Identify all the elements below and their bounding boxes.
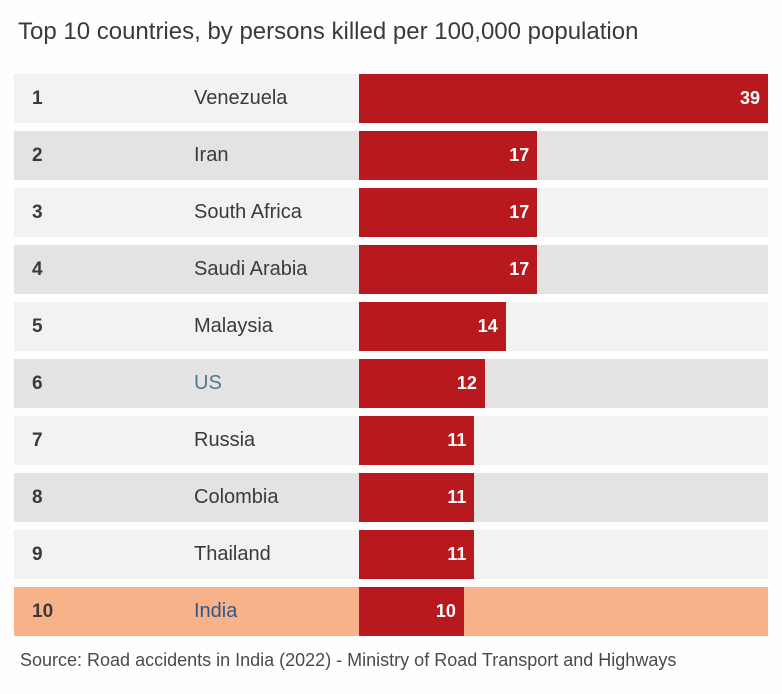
bar-area: 39 — [359, 74, 768, 123]
bar-value: 14 — [478, 316, 498, 337]
bar: 17 — [359, 131, 537, 180]
country-label: Russia — [64, 429, 359, 452]
country-label: Iran — [64, 144, 359, 167]
rank-label: 9 — [14, 544, 64, 566]
bar-area: 11 — [359, 416, 768, 465]
chart-row: 8Colombia 11 — [14, 473, 768, 522]
chart-row: 9Thailand 11 — [14, 530, 768, 579]
rank-label: 6 — [14, 373, 64, 395]
chart-row: 4Saudi Arabia 17 — [14, 245, 768, 294]
bar: 14 — [359, 302, 506, 351]
rank-label: 1 — [14, 88, 64, 110]
rank-label: 10 — [14, 601, 64, 623]
bar: 10 — [359, 587, 464, 636]
chart-row: 7Russia 11 — [14, 416, 768, 465]
country-label: Colombia — [64, 486, 359, 509]
bar: 11 — [359, 473, 474, 522]
rank-label: 5 — [14, 316, 64, 338]
chart-row: 10India10 — [14, 587, 768, 636]
bar: 12 — [359, 359, 485, 408]
bar-value: 17 — [509, 145, 529, 166]
chart-row: 1Venezuela 39 — [14, 74, 768, 123]
bar-area: 17 — [359, 131, 768, 180]
country-label: Malaysia — [64, 315, 359, 338]
bar-value: 12 — [457, 373, 477, 394]
chart-row: 6US 12 — [14, 359, 768, 408]
chart-container: 1Venezuela392Iran173South Africa174Saudi… — [14, 74, 768, 636]
bar-value: 17 — [509, 259, 529, 280]
bar-value: 11 — [447, 487, 466, 508]
country-label: India — [64, 600, 359, 623]
country-label: US — [64, 372, 359, 395]
country-label: Thailand — [64, 543, 359, 566]
bar: 39 — [359, 74, 768, 123]
rank-label: 2 — [14, 145, 64, 167]
chart-row: 3South Africa 17 — [14, 188, 768, 237]
rank-label: 7 — [14, 430, 64, 452]
country-label: Saudi Arabia — [64, 258, 359, 281]
rank-label: 3 — [14, 202, 64, 224]
rank-label: 8 — [14, 487, 64, 509]
bar: 11 — [359, 530, 474, 579]
bar-area: 17 — [359, 188, 768, 237]
bar-value: 11 — [447, 430, 466, 451]
rank-label: 4 — [14, 259, 64, 281]
bar-area: 14 — [359, 302, 768, 351]
chart-source: Source: Road accidents in India (2022) -… — [14, 650, 768, 671]
bar-value: 17 — [509, 202, 529, 223]
bar: 17 — [359, 188, 537, 237]
bar: 17 — [359, 245, 537, 294]
country-label: Venezuela — [64, 87, 359, 110]
bar-value: 11 — [447, 544, 466, 565]
bar-value: 39 — [740, 88, 760, 109]
chart-row: 5Malaysia 14 — [14, 302, 768, 351]
bar: 11 — [359, 416, 474, 465]
bar-area: 11 — [359, 473, 768, 522]
bar-value: 10 — [436, 601, 456, 622]
bar-area: 17 — [359, 245, 768, 294]
bar-area: 11 — [359, 530, 768, 579]
chart-row: 2Iran 17 — [14, 131, 768, 180]
bar-area: 10 — [359, 587, 768, 636]
bar-area: 12 — [359, 359, 768, 408]
country-label: South Africa — [64, 201, 359, 224]
chart-title: Top 10 countries, by persons killed per … — [14, 18, 768, 46]
